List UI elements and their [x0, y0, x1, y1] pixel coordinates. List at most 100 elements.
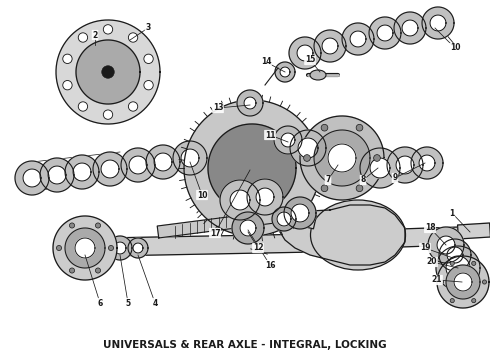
Polygon shape — [277, 212, 291, 226]
Polygon shape — [76, 40, 140, 104]
Text: 9: 9 — [392, 174, 397, 183]
Polygon shape — [128, 238, 148, 258]
Circle shape — [102, 66, 114, 78]
Polygon shape — [230, 190, 250, 210]
Circle shape — [144, 81, 153, 90]
Circle shape — [128, 102, 138, 111]
Circle shape — [70, 223, 74, 228]
Polygon shape — [350, 31, 366, 47]
Polygon shape — [342, 23, 374, 55]
Polygon shape — [240, 220, 256, 236]
Polygon shape — [298, 138, 318, 158]
Polygon shape — [146, 145, 180, 179]
Polygon shape — [284, 197, 316, 229]
Circle shape — [56, 246, 62, 251]
Polygon shape — [65, 155, 99, 189]
Polygon shape — [208, 191, 317, 229]
Polygon shape — [422, 7, 454, 39]
Circle shape — [144, 54, 153, 63]
Text: 3: 3 — [146, 23, 150, 32]
Text: 11: 11 — [265, 130, 275, 139]
Polygon shape — [65, 228, 105, 268]
Text: 8: 8 — [360, 175, 366, 184]
Text: 19: 19 — [420, 243, 430, 252]
Polygon shape — [247, 179, 283, 215]
Text: 16: 16 — [265, 261, 275, 270]
Circle shape — [63, 54, 72, 63]
Polygon shape — [272, 207, 296, 231]
Circle shape — [472, 261, 476, 265]
Circle shape — [63, 81, 72, 90]
Polygon shape — [297, 45, 313, 61]
Polygon shape — [237, 90, 263, 116]
Polygon shape — [394, 12, 426, 44]
Polygon shape — [114, 242, 126, 254]
Polygon shape — [101, 160, 119, 178]
Polygon shape — [290, 130, 326, 166]
Text: 13: 13 — [213, 104, 223, 112]
Circle shape — [70, 268, 74, 273]
Circle shape — [96, 223, 100, 228]
Polygon shape — [370, 158, 390, 178]
Polygon shape — [121, 148, 155, 182]
Circle shape — [450, 261, 454, 265]
Circle shape — [356, 185, 363, 192]
Polygon shape — [40, 158, 74, 192]
Text: 2: 2 — [93, 31, 98, 40]
Polygon shape — [75, 238, 95, 258]
Circle shape — [78, 102, 88, 111]
Circle shape — [96, 268, 100, 273]
Polygon shape — [437, 256, 489, 308]
Polygon shape — [53, 216, 117, 280]
Circle shape — [472, 298, 476, 303]
Text: 10: 10 — [450, 44, 460, 53]
Polygon shape — [447, 247, 463, 263]
Polygon shape — [446, 256, 470, 280]
Polygon shape — [411, 147, 443, 179]
Ellipse shape — [311, 200, 406, 270]
Text: 5: 5 — [125, 298, 130, 307]
Polygon shape — [154, 153, 172, 171]
Circle shape — [103, 25, 113, 34]
Text: 15: 15 — [305, 55, 315, 64]
Circle shape — [128, 33, 138, 42]
Polygon shape — [360, 148, 400, 188]
Text: 10: 10 — [197, 190, 207, 199]
Polygon shape — [402, 20, 418, 36]
Polygon shape — [458, 223, 490, 239]
Polygon shape — [437, 236, 455, 254]
Circle shape — [108, 246, 114, 251]
Polygon shape — [93, 152, 127, 186]
Circle shape — [483, 280, 487, 284]
Polygon shape — [157, 209, 291, 238]
Text: 17: 17 — [210, 229, 220, 238]
Polygon shape — [256, 188, 274, 206]
Text: 20: 20 — [427, 257, 437, 266]
Polygon shape — [23, 169, 41, 187]
Polygon shape — [328, 144, 356, 172]
Text: 14: 14 — [261, 58, 271, 67]
Polygon shape — [291, 204, 309, 222]
Polygon shape — [439, 239, 471, 271]
Polygon shape — [184, 100, 320, 236]
Polygon shape — [446, 265, 480, 299]
Circle shape — [440, 280, 443, 284]
Polygon shape — [129, 156, 147, 174]
Polygon shape — [428, 227, 464, 263]
Polygon shape — [15, 161, 49, 195]
Polygon shape — [280, 67, 290, 77]
Polygon shape — [173, 141, 207, 175]
Polygon shape — [400, 227, 460, 247]
Polygon shape — [244, 97, 256, 109]
Polygon shape — [396, 156, 414, 174]
Text: UNIVERSALS & REAR AXLE - INTEGRAL, LOCKING: UNIVERSALS & REAR AXLE - INTEGRAL, LOCKI… — [103, 340, 387, 350]
Text: 6: 6 — [98, 298, 102, 307]
Polygon shape — [208, 124, 296, 212]
Polygon shape — [281, 133, 295, 147]
Polygon shape — [105, 234, 315, 256]
Polygon shape — [73, 163, 91, 181]
Polygon shape — [419, 155, 435, 171]
Polygon shape — [232, 212, 264, 244]
Polygon shape — [300, 116, 384, 200]
Circle shape — [450, 298, 454, 303]
